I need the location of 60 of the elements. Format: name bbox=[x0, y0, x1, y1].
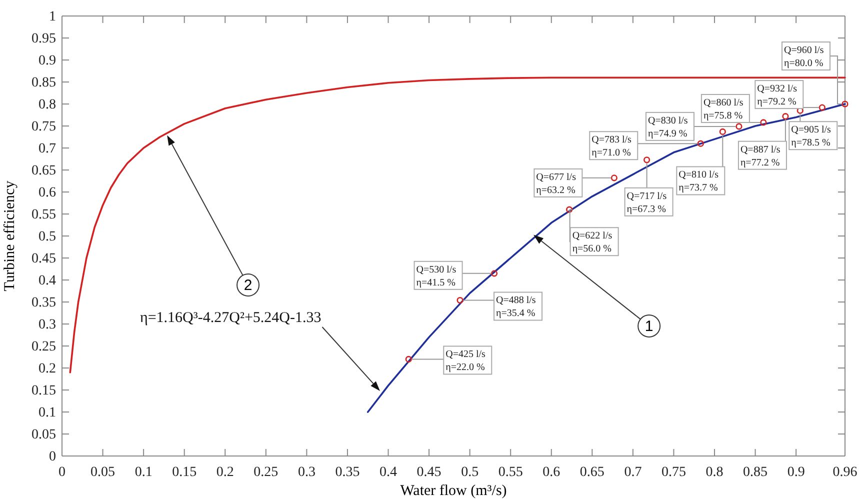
x-tick-label: 0.5 bbox=[461, 464, 479, 480]
x-tick-label: 0.75 bbox=[661, 464, 686, 480]
x-tick-label: 0.9 bbox=[787, 464, 805, 480]
x-tick-label: 0.6 bbox=[542, 464, 560, 480]
annotation: Q=905 l/s η=78.5 % bbox=[791, 124, 832, 149]
x-tick-label: 0.45 bbox=[416, 464, 442, 480]
y-tick-label: 0.9 bbox=[38, 53, 56, 68]
y-tick-label: 0.1 bbox=[38, 405, 56, 420]
y-tick-label: 0.35 bbox=[32, 295, 56, 310]
annotation: Q=860 l/s η=75.8 % bbox=[703, 97, 744, 122]
x-tick-label: 0 bbox=[58, 464, 66, 480]
annotation: Q=530 l/s η=41.5 % bbox=[416, 264, 456, 288]
annotation: 1 bbox=[644, 318, 654, 335]
x-tick-label: 0.96 bbox=[832, 464, 858, 480]
y-tick-label: 0.6 bbox=[38, 185, 56, 200]
y-tick-label: 0.8 bbox=[38, 97, 56, 112]
x-tick-label: 0.05 bbox=[90, 464, 116, 480]
x-axis-title: Water flow (m³/s) bbox=[400, 483, 507, 499]
y-tick-label: 0.95 bbox=[32, 31, 56, 46]
y-axis-title: Turbine efficiency bbox=[2, 180, 18, 292]
x-tick-label: 0.15 bbox=[172, 464, 197, 480]
annotation: Q=830 l/s η=74.9 % bbox=[648, 115, 688, 140]
annotation: Q=960 l/s η=80.0 % bbox=[784, 45, 824, 69]
y-tick-label: 0.05 bbox=[32, 427, 56, 442]
annotation: Q=810 l/s η=73.7 % bbox=[678, 170, 719, 194]
y-tick-label: 0.55 bbox=[32, 207, 56, 222]
x-tick-label: 0.8 bbox=[706, 464, 724, 480]
x-tick-label: 0.35 bbox=[335, 464, 360, 480]
y-tick-label: 0.65 bbox=[32, 163, 56, 178]
annotation: Q=887 l/s η=77.2 % bbox=[740, 144, 780, 168]
annotation: Q=488 l/s η=35.4 % bbox=[496, 295, 536, 320]
annotation: Q=677 l/s η=63.2 % bbox=[536, 172, 576, 196]
y-tick-label: 0.2 bbox=[38, 361, 56, 376]
x-tick-label: 0.2 bbox=[216, 464, 234, 480]
y-tick-label: 0.85 bbox=[32, 75, 56, 90]
y-tick-label: 0.45 bbox=[32, 251, 56, 266]
annotation: Q=622 l/s η=56.0 % bbox=[572, 230, 612, 255]
y-tick-label: 0.7 bbox=[38, 141, 56, 156]
x-tick-label: 0.3 bbox=[298, 464, 316, 480]
annotation: Q=425 l/s η=22.0 % bbox=[446, 349, 486, 374]
annotation: Q=932 l/s η=79.2 % bbox=[757, 84, 798, 108]
annotation: Q=717 l/s η=67.3 % bbox=[626, 190, 667, 215]
y-tick-label: 0.15 bbox=[32, 383, 56, 398]
x-tick-label: 0.7 bbox=[624, 464, 642, 480]
x-tick-label: 0.65 bbox=[580, 464, 604, 480]
y-tick-label: 0.25 bbox=[32, 339, 56, 354]
y-tick-label: 0 bbox=[49, 449, 56, 464]
y-tick-label: 0.5 bbox=[38, 229, 56, 244]
x-tick-label: 0.1 bbox=[134, 464, 152, 480]
annotation: Q=783 l/s η=71.0 % bbox=[592, 134, 632, 159]
y-tick-label: 1 bbox=[49, 9, 56, 24]
x-tick-label: 0.85 bbox=[743, 464, 768, 480]
annotation: 2 bbox=[244, 277, 252, 294]
x-tick-label: 0.4 bbox=[380, 464, 397, 480]
y-tick-label: 0.75 bbox=[32, 119, 56, 134]
annotation: η=1.16Q³-4.27Q²+5.24Q-1.33 bbox=[140, 310, 322, 326]
y-tick-label: 0.4 bbox=[38, 273, 56, 288]
y-tick-label: 0.3 bbox=[38, 317, 56, 332]
x-tick-label: 0.55 bbox=[498, 464, 523, 480]
x-tick-label: 0.25 bbox=[254, 464, 278, 480]
